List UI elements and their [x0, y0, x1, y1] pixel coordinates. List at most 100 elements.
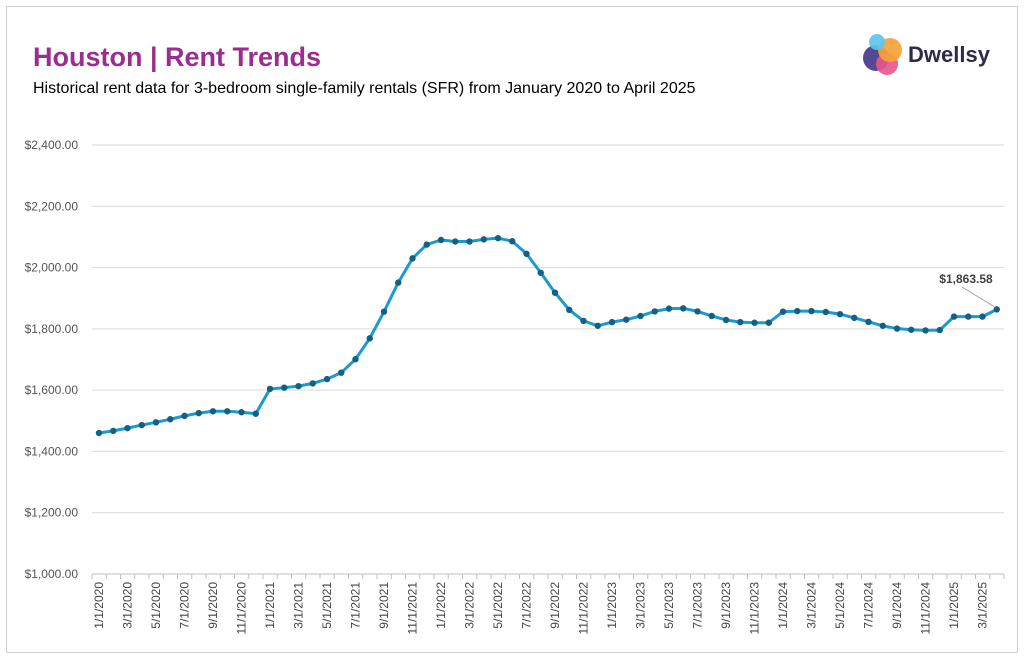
data-point	[665, 305, 673, 312]
data-point	[252, 410, 259, 417]
data-point	[95, 429, 103, 437]
x-tick-label: 3/1/2020	[121, 582, 135, 629]
data-point	[865, 318, 872, 326]
annotation-leader	[961, 286, 995, 307]
data-point	[437, 236, 445, 244]
data-point	[851, 314, 858, 322]
y-tick-label: $1,200.00	[25, 506, 79, 520]
x-tick-label: 11/1/2023	[748, 582, 762, 635]
x-tick-label: 11/1/2021	[406, 582, 420, 635]
x-tick-label: 3/1/2024	[805, 582, 819, 629]
data-point	[423, 241, 430, 248]
data-point	[950, 313, 958, 320]
data-point	[779, 308, 787, 315]
x-tick-label: 7/1/2023	[691, 582, 705, 629]
data-point	[295, 382, 302, 390]
x-tick-label: 7/1/2020	[178, 582, 192, 629]
data-point	[765, 319, 772, 326]
data-point	[993, 306, 1000, 313]
chart-subtitle: Historical rent data for 3-bedroom singl…	[33, 80, 696, 97]
data-point	[965, 313, 972, 320]
data-point	[979, 313, 986, 320]
data-point	[167, 416, 174, 423]
data-point	[452, 238, 459, 245]
data-point	[651, 308, 658, 315]
brand-logo: Dwellsy	[858, 30, 998, 80]
series-rent	[95, 234, 1000, 437]
series-line	[98, 236, 998, 435]
data-point	[152, 419, 160, 426]
data-point	[395, 279, 402, 286]
data-point	[480, 236, 487, 243]
data-point	[195, 409, 202, 417]
data-point	[380, 308, 388, 315]
x-tick-label: 1/1/2023	[605, 582, 619, 629]
data-point	[908, 326, 915, 333]
y-tick-label: $1,600.00	[25, 383, 79, 397]
x-tick-label: 5/1/2020	[149, 582, 163, 629]
data-point	[338, 369, 345, 376]
x-tick-label: 1/1/2022	[434, 582, 448, 629]
data-point	[551, 289, 559, 296]
data-point	[323, 375, 331, 383]
data-point	[537, 269, 544, 276]
data-point	[238, 409, 245, 416]
annotation-label: $1,863.58	[939, 272, 993, 286]
y-tick-label: $2,200.00	[25, 199, 79, 213]
annotations: $1,863.58	[939, 272, 995, 307]
data-point	[694, 308, 701, 315]
y-tick-label: $2,400.00	[25, 138, 79, 152]
data-point	[494, 234, 502, 242]
x-tick-label: 9/1/2020	[206, 582, 220, 629]
y-axis-ticks: $1,000.00 $1,200.00 $1,400.00 $1,600.00 $1,8…	[25, 138, 79, 581]
x-tick-label: 9/1/2024	[890, 582, 904, 629]
brand-name: Dwellsy	[908, 42, 990, 67]
chart-frame	[6, 6, 1018, 653]
y-tick-label: $1,000.00	[25, 567, 79, 581]
x-tick-label: 7/1/2024	[862, 582, 876, 629]
data-point	[893, 325, 901, 332]
data-point	[110, 427, 117, 435]
x-tick-label: 5/1/2024	[833, 582, 847, 629]
dwellsy-logo-icon	[863, 34, 902, 75]
x-tick-label: 11/1/2020	[235, 582, 249, 635]
x-tick-label: 11/1/2024	[919, 582, 933, 635]
chart-title: Houston | Rent Trends	[33, 42, 322, 72]
x-tick-label: 9/1/2021	[377, 582, 391, 629]
x-tick-label: 3/1/2022	[463, 582, 477, 629]
x-tick-label: 1/1/2020	[92, 582, 106, 629]
x-tick-label: 3/1/2021	[292, 582, 306, 629]
data-point	[594, 322, 601, 329]
x-tick-label: 7/1/2022	[520, 582, 534, 629]
data-point	[737, 318, 744, 326]
x-axis: 1/1/2020 3/1/2020 5/1/2020 7/1/2020 9/1/2020…	[91, 573, 1005, 635]
x-tick-label: 9/1/2022	[548, 582, 562, 629]
data-point	[138, 421, 145, 429]
data-point	[836, 310, 844, 318]
data-point	[224, 408, 231, 415]
x-tick-label: 5/1/2022	[491, 582, 505, 629]
data-point	[608, 318, 616, 326]
data-point	[209, 408, 217, 415]
x-tick-label: 3/1/2023	[634, 582, 648, 629]
x-tick-label: 9/1/2023	[719, 582, 733, 629]
data-point	[879, 322, 886, 329]
data-point	[623, 316, 630, 323]
y-tick-label: $1,400.00	[25, 444, 79, 458]
data-point	[309, 380, 316, 387]
x-tick-label: 3/1/2025	[976, 582, 990, 629]
y-tick-label: $2,000.00	[25, 261, 79, 275]
y-tick-label: $1,800.00	[25, 322, 79, 336]
data-point	[808, 307, 815, 315]
data-point	[922, 327, 929, 334]
data-point	[794, 307, 801, 315]
data-point	[523, 250, 530, 257]
data-point	[722, 316, 730, 324]
data-point	[266, 385, 274, 393]
x-tick-label: 11/1/2022	[577, 582, 591, 635]
data-point	[281, 384, 288, 391]
data-point	[566, 306, 573, 314]
data-point	[708, 312, 715, 320]
data-point	[680, 305, 687, 312]
